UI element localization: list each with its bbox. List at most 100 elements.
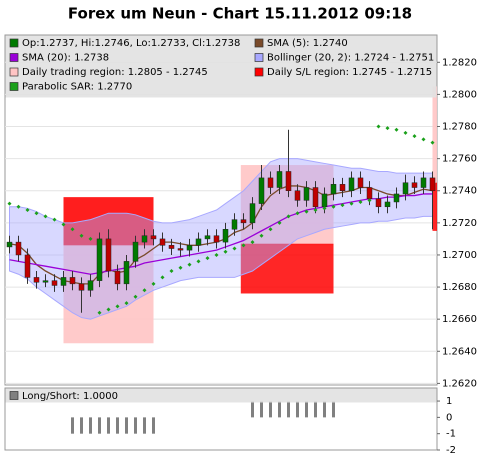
candle-body (267, 177, 274, 188)
sar-dot (34, 211, 39, 216)
sar-dot (358, 199, 363, 204)
sar-dot (151, 281, 156, 286)
sar-dot (88, 236, 93, 241)
candle-body (204, 235, 211, 240)
candle-body (150, 235, 157, 240)
sar-dot (421, 137, 426, 142)
candle-body (384, 201, 391, 208)
sar-dot (286, 214, 291, 219)
y-tick-label: 1.2640 (442, 346, 477, 357)
y-tick-label: 1.2820 (442, 57, 477, 68)
candle-body (177, 248, 184, 251)
sar-dot (385, 126, 390, 131)
sar-dot (214, 252, 219, 257)
legend-swatch (254, 53, 264, 62)
candle-body (231, 219, 238, 230)
sar-dot (106, 307, 111, 312)
candle-body (69, 277, 76, 285)
sar-dot (394, 127, 399, 132)
candle-body (159, 238, 166, 246)
y-tick-label: 1.2680 (442, 282, 477, 293)
bar (287, 401, 290, 418)
legend-label: Daily trading region: 1.2805 - 1.2745 (22, 67, 208, 78)
bar (332, 401, 335, 418)
candle-body (393, 193, 400, 203)
candle-body (222, 229, 229, 243)
sar-dot (241, 243, 246, 248)
bar (305, 401, 308, 418)
sar-dot (25, 208, 30, 212)
legend-swatch (9, 38, 19, 48)
legend-swatch (254, 67, 264, 77)
candle-body (285, 171, 292, 191)
candle-body (330, 184, 337, 195)
sar-dot (160, 275, 165, 280)
sar-dot (124, 301, 129, 306)
sar-dot (205, 256, 210, 261)
candle-body (411, 182, 418, 188)
y-tick-label: -1 (446, 429, 456, 440)
candle-body (132, 241, 139, 262)
sar-dot (196, 259, 201, 264)
legend-label: SMA (5): 1.2740 (267, 38, 348, 49)
candle-body (348, 177, 355, 191)
candle-body (276, 171, 283, 188)
line (9, 193, 433, 275)
y-tick-label: -2 (446, 445, 456, 456)
bar (296, 401, 299, 418)
sar-dot (70, 227, 75, 232)
candle-body (78, 283, 85, 291)
bar (278, 401, 281, 418)
candle-body (366, 187, 373, 200)
candle-body (249, 203, 256, 224)
legend-swatch (9, 53, 19, 62)
candle-body (420, 177, 427, 188)
candle-body (186, 245, 193, 251)
bar (107, 417, 110, 434)
candle-body (51, 280, 58, 286)
sar-dot (403, 130, 408, 135)
sar-dot (250, 240, 255, 245)
legend-label: Long/Short: 1.0000 (22, 391, 118, 402)
sar-dot (115, 304, 120, 309)
candle-body (195, 238, 202, 246)
y-tick-label: 1.2780 (442, 122, 477, 133)
sar-dot (133, 294, 138, 299)
bar (323, 401, 326, 418)
bar (125, 417, 128, 434)
sar-dot (223, 249, 228, 254)
legend-box (5, 35, 437, 98)
y-tick-label: 1.2700 (442, 250, 477, 261)
candle-body (375, 198, 382, 208)
candle-body (339, 184, 346, 191)
sar-dot (376, 124, 381, 129)
candle-body (60, 277, 67, 286)
y-tick-label: 1.2720 (442, 218, 477, 229)
candle-body (321, 193, 328, 208)
sar-dot (277, 220, 282, 225)
bar (143, 417, 146, 434)
candle-body (6, 241, 13, 248)
y-tick-label: 1.2740 (442, 186, 477, 197)
candle-body (33, 277, 40, 283)
legend-label: Daily S/L region: 1.2745 - 1.2715 (267, 67, 432, 78)
legend-swatch (254, 38, 264, 48)
candle-body (312, 187, 319, 208)
candle-body (429, 177, 436, 191)
bar (314, 401, 317, 418)
y-tick-label: 0 (446, 412, 452, 423)
sar-dot (313, 208, 318, 212)
bar (89, 417, 92, 434)
legend-label: Op:1.2737, Hi:1.2746, Lo:1.2733, Cl:1.27… (22, 38, 240, 49)
candle-body (105, 238, 112, 272)
sar-dot (16, 204, 21, 209)
sar-dot (295, 211, 300, 216)
legend-box (5, 388, 437, 403)
sar-dot (169, 269, 174, 274)
candle-body (87, 280, 94, 291)
y-tick-label: 1.2800 (442, 89, 477, 100)
candle-body (168, 245, 175, 249)
region (432, 182, 437, 231)
candle-body (141, 235, 148, 243)
